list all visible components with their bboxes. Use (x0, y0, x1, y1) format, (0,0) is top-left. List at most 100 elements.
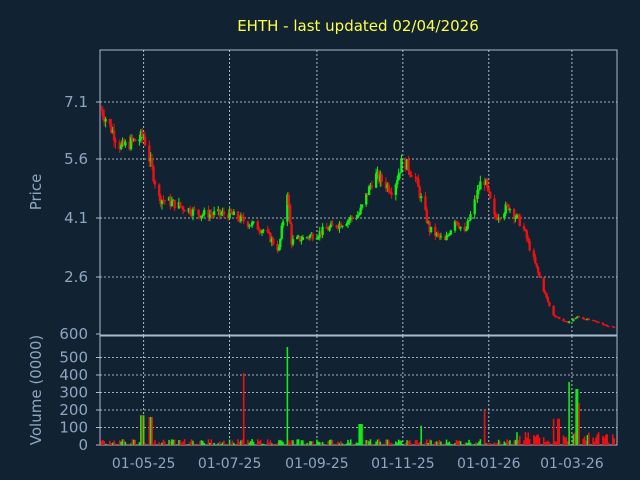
candle-body (181, 206, 185, 211)
candle-body (229, 209, 233, 213)
volume-bar (527, 432, 530, 445)
volume-bar (199, 441, 201, 445)
volume-bar (361, 424, 363, 445)
volume-bar (131, 439, 134, 445)
volume-bar (269, 440, 272, 445)
volume-bar (488, 443, 490, 445)
volume-bar (207, 439, 210, 445)
candle-body (377, 171, 381, 182)
volume-bar (299, 443, 301, 445)
candle-body (397, 173, 400, 181)
volume-bar (347, 439, 349, 445)
volume-bar (552, 418, 555, 445)
candle-body (129, 137, 133, 150)
volume-bar (427, 442, 430, 445)
candle-body (321, 226, 324, 235)
candle-body (121, 140, 124, 146)
candle-body (124, 141, 127, 146)
volume-bar (588, 432, 590, 445)
candle-body (469, 214, 472, 221)
candle-body (459, 226, 462, 229)
volume-bar (582, 438, 584, 445)
candle-body (418, 186, 421, 199)
volume-bar (547, 440, 549, 445)
volume-bar (528, 439, 531, 445)
candle-body (558, 317, 561, 319)
volume-bar (369, 439, 372, 445)
volume-bar (326, 443, 328, 445)
volume-bar (355, 442, 358, 445)
candle-body (281, 221, 285, 226)
candle-body (315, 238, 319, 240)
candle-body (596, 321, 599, 323)
volume-bar (607, 442, 610, 445)
candle-body (239, 215, 243, 222)
candle-body (349, 216, 352, 220)
candle-body (296, 236, 299, 240)
volume-bar (358, 424, 361, 445)
candle-body (338, 223, 341, 229)
candle-body (331, 223, 334, 226)
volume-bar (464, 443, 466, 445)
volume-bar (496, 443, 499, 445)
price-axis-label: Price (27, 174, 45, 211)
candle-body (348, 219, 351, 221)
volume-bar (330, 439, 332, 445)
volume-bar (104, 443, 107, 445)
volume-bar (573, 432, 576, 445)
candle-body (219, 213, 223, 215)
volume-bar (447, 442, 449, 445)
candle-body (210, 214, 213, 216)
volume-bar (602, 436, 604, 445)
volume-ytick-label: 500 (59, 349, 88, 367)
volume-bar (317, 441, 320, 445)
volume-bar (134, 439, 137, 445)
candle-body (290, 223, 293, 245)
candle-body (179, 202, 182, 207)
volume-bar (479, 439, 482, 445)
volume-bar (417, 443, 420, 445)
candle-body (310, 234, 313, 236)
candle-body (584, 319, 588, 321)
candle-body (350, 216, 354, 218)
volume-bar (390, 442, 393, 445)
candle-body (118, 142, 121, 150)
volume-bar (300, 440, 303, 445)
candle-body (445, 235, 448, 241)
volume-bar (286, 347, 289, 445)
candle-body (307, 237, 310, 239)
candle-body (496, 217, 499, 220)
candle-body (150, 157, 154, 167)
volume-bar (233, 442, 235, 445)
volume-bar (493, 442, 496, 445)
volume-bar (133, 439, 135, 445)
candle-body (139, 131, 143, 140)
volume-bar (434, 441, 437, 445)
volume-bar (407, 440, 410, 445)
volume-bar (238, 442, 241, 445)
volume-bar (292, 440, 294, 445)
candle-body (132, 139, 136, 141)
volume-bar (557, 418, 559, 445)
candle-body (425, 209, 429, 223)
volume-bar (311, 441, 314, 445)
candle-body (514, 217, 517, 219)
volume-bar (227, 443, 229, 445)
volume-bar (438, 439, 441, 445)
candle-body (369, 185, 372, 187)
volume-bar (102, 439, 104, 445)
candle-body (542, 277, 545, 292)
candle-body (111, 130, 114, 133)
candle-body (356, 215, 359, 218)
volume-bar (375, 441, 377, 445)
volume-bar (506, 439, 508, 445)
volume-bar (113, 440, 115, 445)
volume-bar (240, 440, 242, 445)
volume-bar (526, 437, 528, 445)
volume-bar (282, 442, 284, 445)
volume-bar (316, 439, 318, 445)
volume-bar (171, 439, 173, 445)
candle-body (241, 215, 244, 217)
volume-bar (271, 443, 273, 445)
